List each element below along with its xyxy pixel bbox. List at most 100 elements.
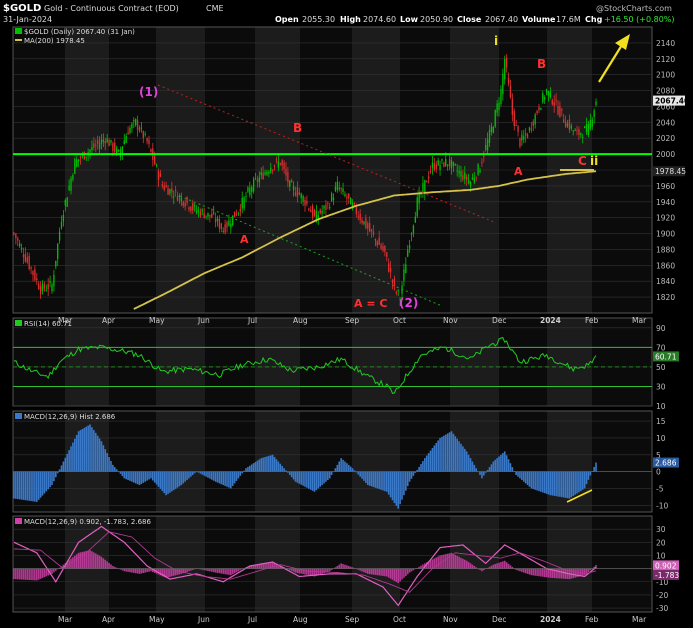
- macd-hist-bar: [587, 568, 590, 572]
- price-candle: [549, 91, 552, 98]
- legend-price: $GOLD (Daily) 2067.40 (31 Jan): [24, 28, 135, 36]
- price-tick-label: 2120: [656, 55, 675, 64]
- price-candle: [292, 186, 295, 191]
- price-candle: [530, 128, 533, 130]
- legend-price-swatch: [15, 28, 22, 34]
- rsi-month-band: [352, 318, 400, 406]
- legend-macd: MACD(12,26,9) 0.902, -1.783, 2.686: [24, 518, 151, 526]
- price-candle: [388, 263, 390, 272]
- price-candle: [203, 213, 205, 219]
- hist-bar: [391, 471, 394, 501]
- macd-hist-bar: [54, 568, 57, 571]
- macd-hist-bar: [385, 568, 388, 577]
- hist-bar: [176, 471, 179, 488]
- hist-bar: [15, 471, 17, 499]
- hist-bar: [309, 471, 312, 490]
- price-candle: [224, 224, 226, 233]
- hist-month-band: [450, 411, 499, 512]
- price-candle: [460, 171, 462, 177]
- price-candle: [171, 188, 173, 193]
- price-candle: [74, 158, 76, 175]
- hist-bar: [443, 435, 445, 472]
- macd-hist-bar: [144, 568, 147, 573]
- hist-bar: [444, 434, 447, 472]
- price-candle: [332, 197, 335, 201]
- macd-hist-bar: [214, 568, 217, 573]
- hist-bar: [302, 471, 304, 486]
- hist-bar: [311, 471, 314, 491]
- price-candle: [180, 197, 183, 201]
- price-candle: [58, 231, 61, 241]
- macd-hist-bar: [22, 568, 25, 580]
- hist-tick-label: 15: [656, 417, 666, 426]
- macd-hist-bar: [545, 568, 548, 578]
- macd-hist-bar: [463, 559, 466, 569]
- hist-bar: [559, 471, 561, 497]
- hist-bar: [336, 464, 339, 472]
- macd-hist-bar: [74, 555, 76, 569]
- price-candle: [378, 237, 380, 245]
- price-candle: [563, 119, 565, 123]
- macd-lines-panel: -30-20-100102030MACD(12,26,9) 0.902, -1.…: [12, 515, 679, 613]
- macd-hist-bar: [439, 555, 441, 569]
- hist-bar: [387, 471, 390, 495]
- hist-bar: [260, 458, 263, 472]
- hist-bar: [330, 471, 333, 475]
- macd-hist-bar: [174, 568, 177, 576]
- price-candle: [194, 205, 196, 207]
- macd-hist-bar: [13, 568, 15, 580]
- hist-bar: [389, 471, 392, 498]
- macd-hist-bar: [340, 563, 342, 569]
- macd-hist-bar: [210, 568, 213, 572]
- price-candle: [317, 215, 319, 221]
- macd-hist-bar: [134, 568, 137, 574]
- hist-bar: [153, 471, 156, 483]
- price-candle: [289, 180, 291, 187]
- hist-bar: [249, 465, 251, 472]
- hist-bar: [144, 471, 147, 482]
- macd-hist-bar: [479, 568, 481, 570]
- macd-hist-bar: [37, 568, 40, 580]
- hist-bar: [294, 471, 297, 482]
- price-candle: [91, 146, 93, 151]
- price-candle: [96, 140, 99, 144]
- macd-hist-bar: [492, 564, 495, 569]
- price-candle: [220, 223, 222, 229]
- macd-hist-bar: [159, 568, 162, 576]
- hist-bar: [496, 458, 498, 472]
- price-candle: [38, 284, 40, 290]
- macd-tag: -1.783: [655, 571, 679, 580]
- hist-bar: [538, 471, 540, 492]
- macd-hist-bar: [500, 562, 502, 569]
- price-candle: [519, 138, 521, 147]
- price-candle: [243, 197, 245, 209]
- hist-bar: [593, 466, 595, 472]
- price-tick-label: 2040: [656, 118, 675, 127]
- price-candle: [572, 130, 574, 132]
- hist-bar: [100, 441, 103, 472]
- hist-bar: [420, 464, 422, 472]
- hist-bar: [380, 471, 382, 490]
- price-candle: [254, 178, 257, 180]
- macd-hist-bar: [389, 568, 392, 579]
- macd-hist-bar: [262, 563, 264, 569]
- macd-hist-bar: [131, 568, 133, 573]
- x-tick-label: Nov: [443, 615, 458, 624]
- hist-bar: [401, 471, 403, 500]
- volume-value: 17.6M: [556, 15, 581, 24]
- rsi-tag-box: [653, 351, 679, 362]
- macd-hist-bar: [163, 568, 166, 577]
- price-candle: [382, 246, 384, 251]
- price-candle: [517, 125, 519, 132]
- price-candle: [528, 127, 531, 131]
- hist-bar: [53, 471, 55, 482]
- hist-bar: [534, 471, 536, 490]
- macd-hist-bar: [146, 568, 148, 573]
- hist-bar: [28, 471, 30, 501]
- macd-hist-bar: [89, 550, 91, 569]
- macd-hist-bar: [94, 553, 97, 569]
- hist-bar: [296, 471, 299, 483]
- hist-bar: [235, 471, 238, 481]
- macd-hist-bar: [406, 568, 409, 575]
- macd-hist-bar: [519, 568, 521, 572]
